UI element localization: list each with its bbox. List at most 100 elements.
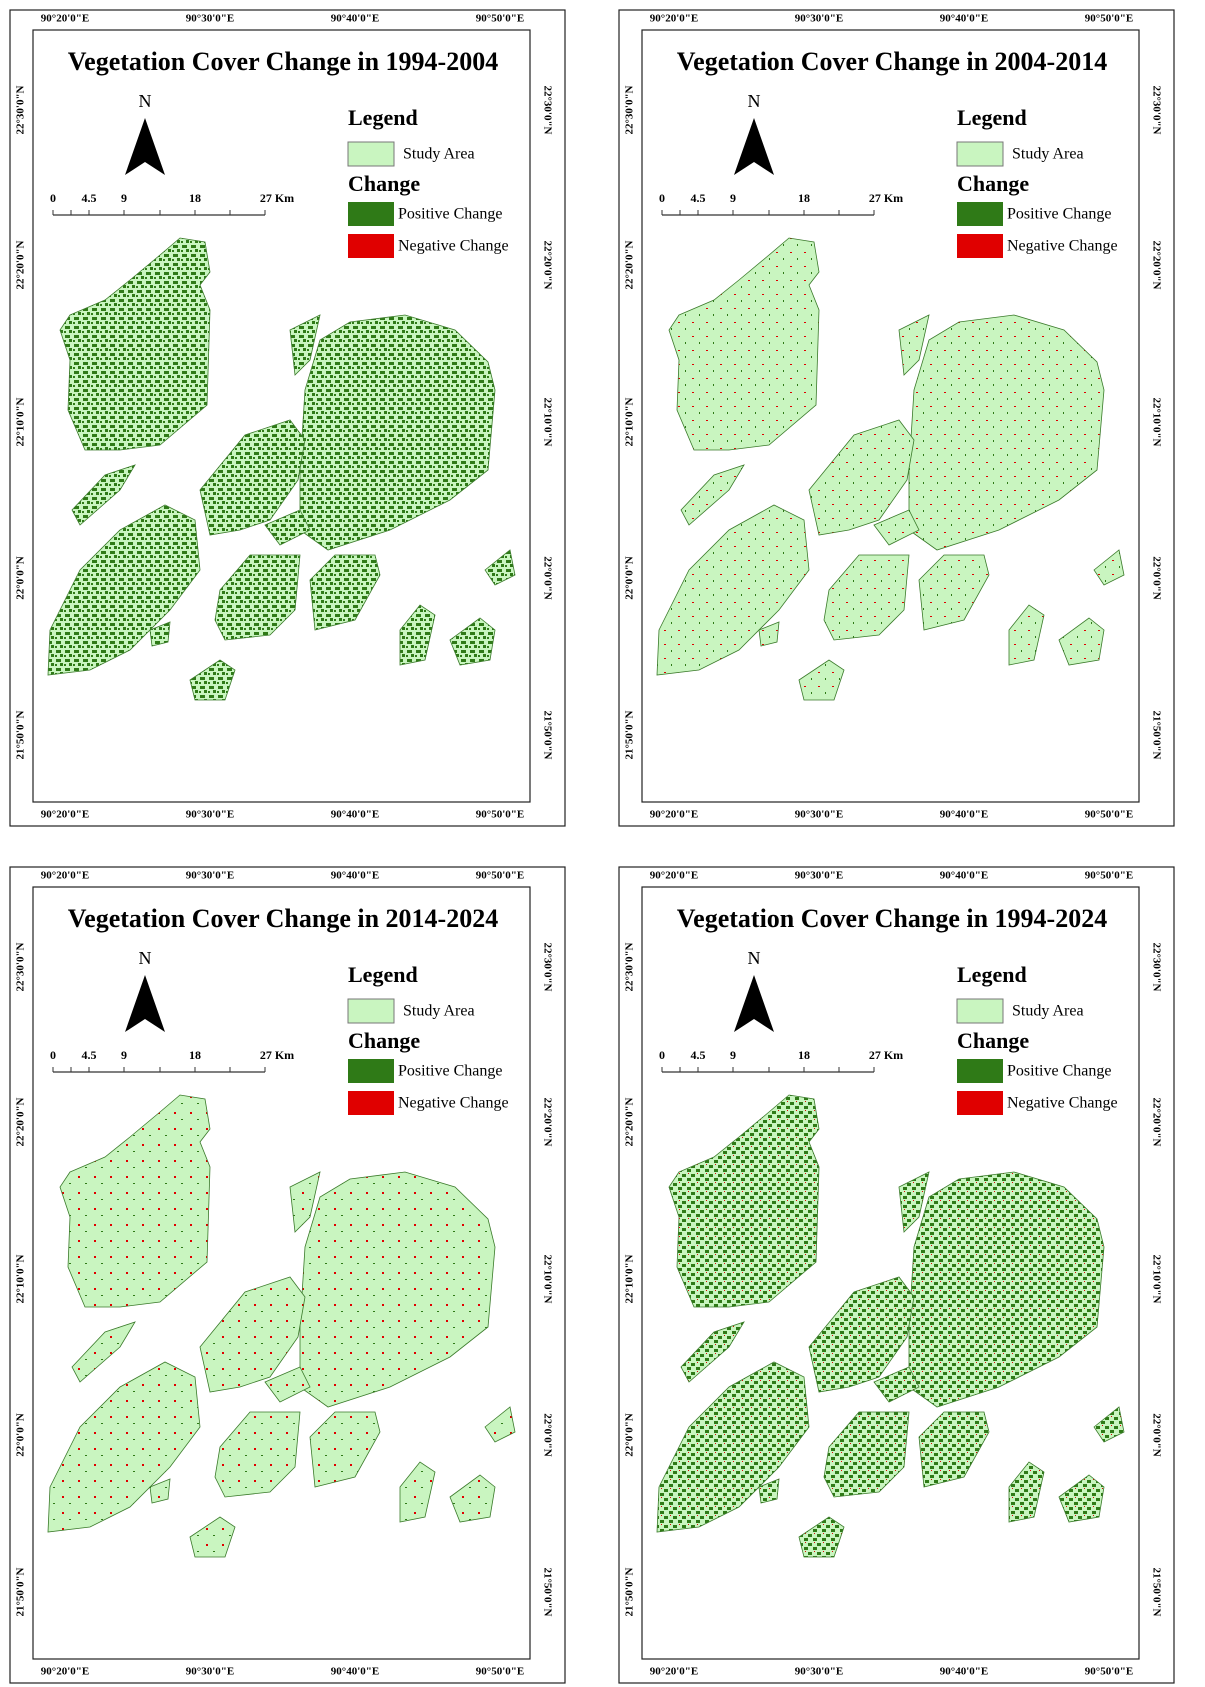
lat-label: 22°10'0"N [15, 397, 27, 446]
legend-title: Legend [348, 105, 418, 130]
scale-label: 18 [798, 191, 810, 205]
lat-label: 21°50'0"N [15, 1567, 27, 1616]
lat-label: 22°10'0"N [541, 1254, 553, 1303]
lat-label: 21°50'0"N [1150, 1567, 1162, 1616]
legend-item: Positive Change [398, 1063, 502, 1080]
north-label: N [139, 948, 152, 968]
legend-item: Negative Change [1007, 238, 1118, 255]
lon-label: 90°50'0"E [1085, 809, 1133, 821]
scale-label: 9 [730, 1048, 736, 1062]
legend-subtitle: Change [348, 171, 420, 196]
scale-label: 18 [189, 1048, 201, 1062]
lon-label: 90°30'0"E [186, 13, 234, 25]
lat-label: 22°20'0"N [624, 240, 636, 289]
legend-item: Positive Change [1007, 1063, 1111, 1080]
lat-label: 22°10'0"N [624, 1254, 636, 1303]
map-panel: Vegetation Cover Change in 1994-2024 90°2… [619, 867, 1174, 1683]
north-label: N [748, 91, 761, 111]
panel-title: Vegetation Cover Change in 1994-2024 [677, 904, 1107, 933]
north-label: N [748, 948, 761, 968]
scale-label: 27 Km [260, 191, 294, 205]
lon-label: 90°50'0"E [1085, 1666, 1133, 1678]
lon-label: 90°50'0"E [476, 809, 524, 821]
scale-label: 4.5 [82, 1048, 97, 1062]
lat-label: 22°0'0"N [624, 556, 636, 600]
scale-label: 27 Km [869, 191, 903, 205]
legend-swatch [348, 234, 394, 258]
legend-swatch [348, 1091, 394, 1115]
lon-label: 90°20'0"E [41, 809, 89, 821]
lon-label: 90°40'0"E [331, 870, 379, 882]
map-panel: Vegetation Cover Change in 1994-2004 90°2… [10, 10, 565, 826]
lat-label: 21°50'0"N [1150, 710, 1162, 759]
lon-label: 90°30'0"E [186, 870, 234, 882]
north-label: N [139, 91, 152, 111]
legend-swatch [957, 142, 1003, 166]
legend-swatch [957, 202, 1003, 226]
lat-label: 22°30'0"N [1150, 85, 1162, 134]
lat-label: 22°20'0"N [15, 240, 27, 289]
scale-label: 4.5 [82, 191, 97, 205]
lon-label: 90°40'0"E [331, 13, 379, 25]
lon-label: 90°40'0"E [940, 870, 988, 882]
lat-label: 22°0'0"N [541, 556, 553, 600]
lat-label: 21°50'0"N [541, 710, 553, 759]
lon-label: 90°20'0"E [650, 809, 698, 821]
lon-label: 90°20'0"E [41, 13, 89, 25]
lon-label: 90°30'0"E [795, 13, 843, 25]
lon-label: 90°20'0"E [650, 1666, 698, 1678]
legend-title: Legend [957, 962, 1027, 987]
lat-label: 22°0'0"N [1150, 1413, 1162, 1457]
scale-label: 0 [659, 191, 665, 205]
lon-label: 90°40'0"E [940, 13, 988, 25]
lat-label: 21°50'0"N [15, 710, 27, 759]
lon-label: 90°40'0"E [940, 809, 988, 821]
lat-label: 22°10'0"N [15, 1254, 27, 1303]
legend-swatch [957, 999, 1003, 1023]
lat-label: 22°20'0"N [1150, 240, 1162, 289]
lat-label: 21°50'0"N [624, 710, 636, 759]
panel-title: Vegetation Cover Change in 2014-2024 [68, 904, 498, 933]
panel-title: Vegetation Cover Change in 2004-2014 [677, 47, 1107, 76]
legend-item: Study Area [403, 146, 475, 163]
lon-label: 90°30'0"E [795, 809, 843, 821]
lon-label: 90°50'0"E [476, 1666, 524, 1678]
lat-label: 22°30'0"N [15, 85, 27, 134]
panel-title: Vegetation Cover Change in 1994-2004 [68, 47, 498, 76]
lat-label: 22°30'0"N [541, 85, 553, 134]
legend-item: Negative Change [398, 238, 509, 255]
legend-title: Legend [348, 962, 418, 987]
lat-label: 22°20'0"N [541, 240, 553, 289]
legend-subtitle: Change [957, 1028, 1029, 1053]
legend-title: Legend [957, 105, 1027, 130]
lon-label: 90°40'0"E [331, 809, 379, 821]
scale-label: 9 [121, 191, 127, 205]
legend-swatch [348, 1059, 394, 1083]
figure: Vegetation Cover Change in 1994-2004 90°2… [0, 0, 1205, 1687]
lat-label: 22°10'0"N [624, 397, 636, 446]
legend-item: Study Area [1012, 146, 1084, 163]
scale-label: 4.5 [691, 191, 706, 205]
lon-label: 90°20'0"E [650, 870, 698, 882]
lon-label: 90°50'0"E [1085, 870, 1133, 882]
lat-label: 22°0'0"N [624, 1413, 636, 1457]
lat-label: 21°50'0"N [541, 1567, 553, 1616]
scale-label: 27 Km [869, 1048, 903, 1062]
legend-item: Negative Change [398, 1095, 509, 1112]
lon-label: 90°30'0"E [186, 1666, 234, 1678]
lon-label: 90°40'0"E [331, 1666, 379, 1678]
legend-item: Study Area [403, 1003, 475, 1020]
legend-swatch [348, 202, 394, 226]
lat-label: 22°30'0"N [624, 942, 636, 991]
lon-label: 90°50'0"E [1085, 13, 1133, 25]
lat-label: 22°10'0"N [541, 397, 553, 446]
legend-swatch [348, 999, 394, 1023]
lat-label: 22°30'0"N [541, 942, 553, 991]
lat-label: 22°30'0"N [624, 85, 636, 134]
lat-label: 22°30'0"N [15, 942, 27, 991]
lat-label: 22°0'0"N [541, 1413, 553, 1457]
lat-label: 22°20'0"N [15, 1097, 27, 1146]
lat-label: 22°20'0"N [541, 1097, 553, 1146]
lon-label: 90°30'0"E [795, 1666, 843, 1678]
scale-label: 0 [50, 1048, 56, 1062]
